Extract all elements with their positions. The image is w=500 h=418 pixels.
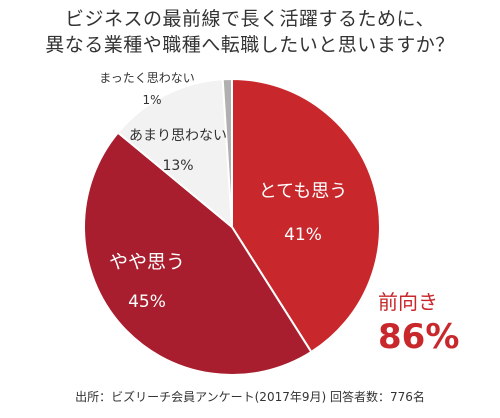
summary-value: 86% [378, 317, 460, 357]
slice-label-1: やや思う [109, 251, 185, 273]
slice-label-0: とても思う [259, 181, 348, 202]
slice-value-2: 13% [162, 158, 193, 174]
chart-title: ビジネスの最前線で長く活躍するために、 異なる業種や職種へ転職したいと思いますか… [0, 6, 500, 58]
slice-value-0: 41% [284, 225, 322, 245]
pie-slice-3 [221, 77, 233, 228]
summary-callout: 前向き 86% [378, 286, 498, 357]
pie-slice-1 [83, 131, 313, 376]
slice-value-3: 1% [142, 93, 161, 107]
slice-label-3: まったく思わない [99, 71, 195, 85]
source-note: 出所：ビズリーチ会員アンケート(2017年9月) 回答者数：776名 [75, 390, 425, 404]
title-line-2: 異なる業種や職種へ転職したいと思いますか？ [45, 34, 455, 56]
pie-slice-2 [116, 78, 234, 230]
title-line-1: ビジネスの最前線で長く活躍するために、 [65, 8, 435, 30]
slice-value-1: 45% [128, 292, 166, 312]
slice-label-2: あまり思わない [129, 128, 227, 144]
summary-label: 前向き [378, 290, 438, 314]
